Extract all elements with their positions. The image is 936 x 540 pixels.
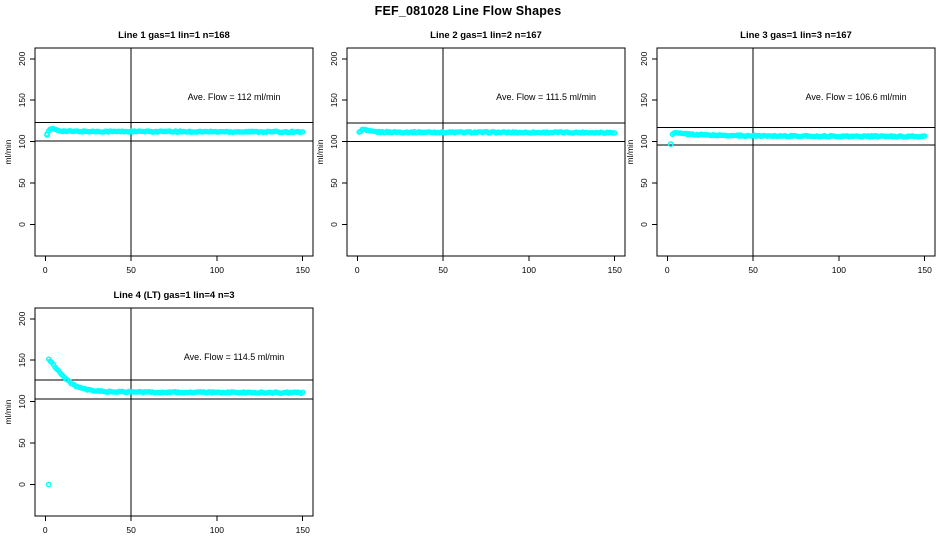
y-tick-label: 0 bbox=[17, 222, 27, 227]
x-tick-label: 150 bbox=[296, 265, 310, 275]
x-tick-label: 0 bbox=[43, 265, 48, 275]
y-tick-label: 200 bbox=[17, 311, 27, 325]
x-tick-label: 50 bbox=[126, 525, 136, 535]
plot-box bbox=[34, 47, 314, 257]
panel-title: Line 4 (LT) gas=1 lin=4 n=3 bbox=[114, 290, 235, 301]
ave-flow-annotation: Ave. Flow = 111.5 ml/min bbox=[496, 92, 596, 102]
y-tick-label: 150 bbox=[17, 93, 27, 107]
x-tick-label: 0 bbox=[43, 525, 48, 535]
data-point bbox=[300, 129, 306, 135]
data-point bbox=[922, 133, 928, 139]
outlier-point bbox=[667, 141, 674, 148]
x-tick-label: 0 bbox=[665, 265, 670, 275]
y-tick-label: 0 bbox=[329, 222, 339, 227]
plot-box bbox=[34, 307, 314, 517]
panel-line-4: Line 4 (LT) gas=1 lin=4 n=3 0 50 100 150 0 50 1… bbox=[2, 286, 314, 538]
y-axis-label: ml/min bbox=[315, 139, 325, 164]
panel-line-1: Line 1 gas=1 lin=1 n=168 0 50 100 150 0 50 100 1… bbox=[2, 26, 314, 278]
main-title: FEF_081028 Line Flow Shapes bbox=[374, 4, 562, 18]
y-tick-label: 100 bbox=[639, 134, 649, 148]
subplot-svg: Line 3 gas=1 lin=3 n=167 0 50 100 150 0 50 100 1… bbox=[625, 30, 936, 275]
x-tick-label: 0 bbox=[355, 265, 360, 275]
y-tick-label: 150 bbox=[329, 93, 339, 107]
y-tick-label: 150 bbox=[17, 353, 27, 367]
y-tick-label: 0 bbox=[17, 482, 27, 487]
y-tick-label: 50 bbox=[639, 178, 649, 188]
x-tick-label: 100 bbox=[210, 265, 224, 275]
x-tick-label: 150 bbox=[296, 525, 310, 535]
panel-title: Line 2 gas=1 lin=2 n=167 bbox=[430, 30, 542, 41]
y-axis-label: ml/min bbox=[625, 139, 635, 164]
x-tick-label: 50 bbox=[748, 265, 758, 275]
x-tick-label: 150 bbox=[918, 265, 932, 275]
ave-flow-annotation: Ave. Flow = 112 ml/min bbox=[188, 92, 281, 102]
plot-box bbox=[656, 47, 936, 257]
data-points bbox=[45, 356, 306, 488]
y-tick-label: 150 bbox=[639, 93, 649, 107]
panel-line-3: Line 3 gas=1 lin=3 n=167 0 50 100 150 0 50 100 1… bbox=[624, 26, 936, 278]
panel-title: Line 1 gas=1 lin=1 n=168 bbox=[118, 30, 230, 41]
x-tick-label: 150 bbox=[608, 265, 622, 275]
y-tick-label: 100 bbox=[17, 394, 27, 408]
panel-line-2: Line 2 gas=1 lin=2 n=167 0 50 100 150 0 50 100 1… bbox=[314, 26, 626, 278]
data-points bbox=[667, 129, 928, 148]
y-tick-label: 100 bbox=[17, 134, 27, 148]
y-tick-label: 200 bbox=[329, 51, 339, 65]
data-points bbox=[44, 125, 306, 138]
y-axis-label: ml/min bbox=[3, 139, 13, 164]
subplot-svg: Line 2 gas=1 lin=2 n=167 0 50 100 150 0 50 100 1… bbox=[315, 30, 626, 275]
subplot-svg: Line 4 (LT) gas=1 lin=4 n=3 0 50 100 150 0 50 1… bbox=[3, 290, 314, 535]
x-tick-label: 100 bbox=[522, 265, 536, 275]
y-tick-label: 50 bbox=[329, 178, 339, 188]
x-tick-label: 100 bbox=[210, 525, 224, 535]
x-tick-label: 100 bbox=[832, 265, 846, 275]
ave-flow-annotation: Ave. Flow = 114.5 ml/min bbox=[184, 352, 284, 362]
data-points bbox=[356, 126, 618, 136]
y-tick-label: 50 bbox=[17, 178, 27, 188]
data-point bbox=[612, 130, 618, 136]
plot-box bbox=[346, 47, 626, 257]
y-tick-label: 50 bbox=[17, 438, 27, 448]
y-tick-label: 0 bbox=[639, 222, 649, 227]
outlier-point bbox=[45, 481, 52, 488]
y-tick-label: 200 bbox=[17, 51, 27, 65]
outlier-point bbox=[44, 132, 50, 138]
x-tick-label: 50 bbox=[126, 265, 136, 275]
subplot-svg: Line 1 gas=1 lin=1 n=168 0 50 100 150 0 50 100 1… bbox=[3, 30, 314, 275]
panel-title: Line 3 gas=1 lin=3 n=167 bbox=[740, 30, 852, 41]
y-axis-label: ml/min bbox=[3, 399, 13, 424]
x-tick-label: 50 bbox=[438, 265, 448, 275]
ave-flow-annotation: Ave. Flow = 106.6 ml/min bbox=[805, 92, 906, 102]
y-tick-label: 100 bbox=[329, 134, 339, 148]
data-point bbox=[300, 389, 306, 395]
y-tick-label: 200 bbox=[639, 51, 649, 65]
